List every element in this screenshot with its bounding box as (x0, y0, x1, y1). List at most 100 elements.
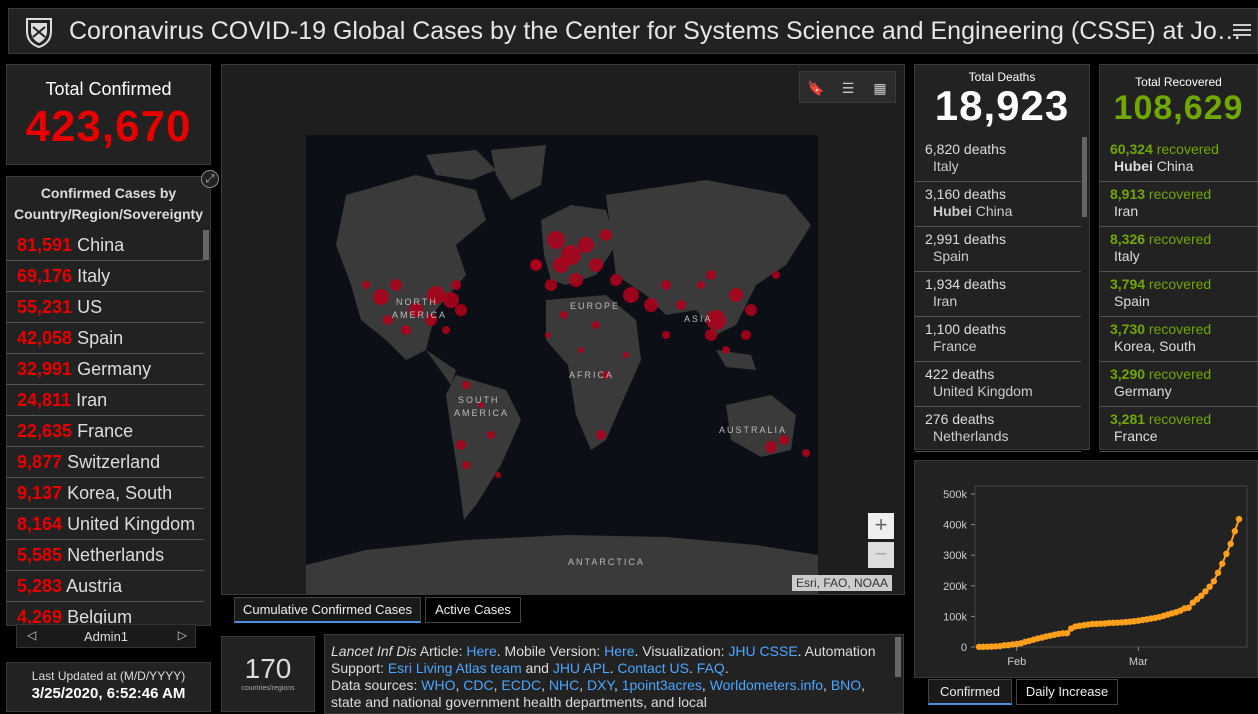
country-row[interactable]: 4,269 Belgium (7, 602, 204, 624)
y-tick-label: 200k (943, 581, 967, 593)
recovered-country: Spain (1114, 293, 1150, 309)
country-row[interactable]: 55,231 US (7, 292, 204, 323)
info-article-name: Lancet Inf Dis (331, 643, 417, 659)
recovered-list[interactable]: 60,324 recovered Hubei China 8,913 recover… (1100, 137, 1258, 452)
country-row[interactable]: 5,585 Netherlands (7, 540, 204, 571)
zoom-out-button[interactable]: − (868, 542, 894, 568)
chevron-left-icon[interactable]: ◁ (27, 628, 37, 642)
tab-daily-increase[interactable]: Daily Increase (1016, 679, 1118, 705)
recovered-row[interactable]: 8,326 recovered Italy (1100, 227, 1258, 272)
country-row[interactable]: 8,164 United Kingdom (7, 509, 204, 540)
worldometers-link[interactable]: Worldometers.info (709, 677, 824, 693)
country-row[interactable]: 9,137 Korea, South (7, 478, 204, 509)
recovered-row[interactable]: 3,290 recovered Germany (1100, 362, 1258, 407)
deaths-scrollbar[interactable] (1082, 137, 1087, 217)
admin-label: Admin1 (83, 629, 129, 644)
country-count: 9,877 (17, 452, 63, 472)
country-list[interactable]: 81,591 China 69,176 Italy 55,231 US 42,058 … (7, 230, 204, 624)
bno-link[interactable]: BNO (830, 677, 862, 693)
country-name: Austria (66, 576, 123, 596)
map-label-australia: AUSTRALIA (719, 425, 787, 435)
country-name: Italy (77, 266, 111, 286)
confirmed-data-point (1231, 528, 1239, 535)
info-scrollbar[interactable] (895, 637, 901, 677)
contact-link[interactable]: Contact US (617, 660, 689, 676)
country-row[interactable]: 9,877 Switzerland (7, 447, 204, 478)
country-row[interactable]: 42,058 Spain (7, 323, 204, 354)
recovered-row[interactable]: 60,324 recovered Hubei China (1100, 137, 1258, 182)
country-row[interactable]: 81,591 China (7, 230, 204, 261)
chevron-right-icon[interactable]: ▷ (177, 628, 187, 642)
country-count: 81,591 (17, 235, 73, 255)
legend-list-icon[interactable]: ☰ (841, 80, 855, 96)
country-count: 4,269 (17, 607, 63, 624)
country-list-scrollbar[interactable] (203, 230, 209, 260)
country-row[interactable]: 22,635 France (7, 416, 204, 447)
mobile-version-link[interactable]: Here (604, 643, 635, 659)
tab-cumulative-confirmed[interactable]: Cumulative Confirmed Cases (234, 597, 421, 623)
article-link[interactable]: Here (466, 643, 497, 659)
nhc-link[interactable]: NHC (548, 677, 580, 693)
tab-confirmed-chart[interactable]: Confirmed (928, 679, 1012, 705)
deaths-list[interactable]: 6,820 deaths Italy 3,160 deaths Hubei China… (915, 137, 1081, 452)
death-row[interactable]: 276 deaths Netherlands (915, 407, 1081, 452)
death-row[interactable]: 1,934 deaths Iran (915, 272, 1081, 317)
recovered-word: recovered (1145, 366, 1212, 382)
map-label-america-n: AMERICA (392, 310, 447, 320)
faq-link[interactable]: FAQ (696, 660, 725, 676)
death-row[interactable]: 2,991 deaths Spain (915, 227, 1081, 272)
confirmed-data-point (1198, 592, 1205, 599)
recovered-location: Spain (1110, 293, 1258, 310)
confirmed-data-point (1227, 540, 1234, 548)
death-row[interactable]: 422 deaths United Kingdom (915, 362, 1081, 407)
zoom-in-button[interactable]: + (868, 513, 894, 539)
recovered-count: 8,326 (1110, 231, 1146, 247)
cdc-link[interactable]: CDC (463, 677, 494, 693)
recovered-row[interactable]: 3,794 recovered Spain (1100, 272, 1258, 317)
tab-active-cases[interactable]: Active Cases (425, 597, 521, 623)
death-row[interactable]: 1,100 deaths France (915, 317, 1081, 362)
recovered-count-line: 8,913 recovered (1110, 186, 1258, 203)
country-count: 55,231 (17, 297, 73, 317)
country-name: Spain (77, 328, 124, 348)
x-tick-label: Feb (1007, 656, 1026, 668)
jhu-csse-link[interactable]: JHU CSSE (728, 643, 798, 659)
recovered-row[interactable]: 3,281 recovered France (1100, 407, 1258, 452)
confirmed-data-point (1185, 604, 1192, 611)
dxy-link[interactable]: DXY (586, 677, 614, 693)
map-label-north: NORTH (396, 297, 438, 307)
esri-link[interactable]: Esri Living Atlas team (387, 660, 522, 676)
country-row[interactable]: 5,283 Austria (7, 571, 204, 602)
1point3acres-link[interactable]: 1point3acres (621, 677, 702, 693)
bookmark-icon[interactable]: 🔖 (807, 80, 825, 96)
country-row[interactable]: 69,176 Italy (7, 261, 204, 292)
death-row[interactable]: 6,820 deaths Italy (915, 137, 1081, 182)
death-country: China (971, 203, 1013, 219)
expand-icon[interactable]: ⤢ (201, 170, 219, 188)
recovered-country: France (1114, 428, 1158, 444)
who-link[interactable]: WHO (421, 677, 456, 693)
country-count: 22,635 (17, 421, 73, 441)
recovered-count: 3,730 (1110, 321, 1146, 337)
map-label-africa: AFRICA (569, 370, 614, 380)
map-panel[interactable]: NORTH AMERICA EUROPE ASIA AFRICA SOUTH A… (221, 64, 905, 595)
recovered-country: Germany (1114, 383, 1172, 399)
country-name: France (77, 421, 134, 441)
info-text: , state and national government health d… (331, 677, 866, 710)
country-name: Switzerland (67, 452, 161, 472)
jhu-apl-link[interactable]: JHU APL (552, 660, 610, 676)
confirmed-data-point (1223, 550, 1230, 558)
recovered-row[interactable]: 3,730 recovered Korea, South (1100, 317, 1258, 362)
menu-icon[interactable] (1233, 21, 1251, 39)
recovered-count-line: 8,326 recovered (1110, 231, 1258, 248)
country-row[interactable]: 32,991 Germany (7, 354, 204, 385)
death-country: France (933, 338, 977, 354)
country-row[interactable]: 24,811 Iran (7, 385, 204, 416)
basemap-gallery-icon[interactable]: ▦ (873, 80, 887, 96)
death-row[interactable]: 3,160 deaths Hubei China (915, 182, 1081, 227)
ecdc-link[interactable]: ECDC (501, 677, 542, 693)
recovered-row[interactable]: 8,913 recovered Iran (1100, 182, 1258, 227)
world-map[interactable]: NORTH AMERICA EUROPE ASIA AFRICA SOUTH A… (306, 135, 818, 595)
recovered-word: recovered (1145, 276, 1212, 292)
recovered-count: 3,290 (1110, 366, 1146, 382)
